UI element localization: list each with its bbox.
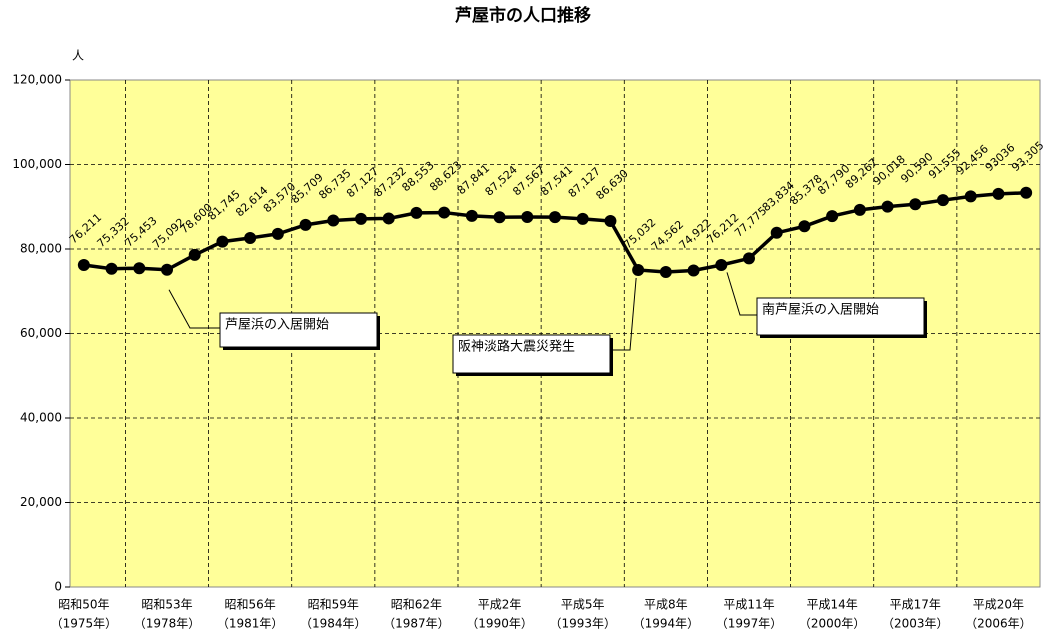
- marker: [632, 263, 645, 276]
- y-tick-label: 0: [54, 580, 62, 594]
- y-tick-label: 120,000: [12, 73, 62, 87]
- x-tick-sublabel: （1984年）: [300, 617, 367, 631]
- marker: [271, 227, 284, 240]
- x-tick-sublabel: （1981年）: [217, 617, 284, 631]
- x-tick-label: 昭和50年: [58, 598, 109, 612]
- marker: [576, 212, 589, 225]
- annotation-box: [219, 312, 378, 348]
- x-tick-label: 昭和59年: [308, 598, 359, 612]
- marker: [798, 220, 811, 233]
- annotation: 阪神淡路大震災発生: [458, 339, 575, 355]
- x-tick-sublabel: （1975年）: [51, 617, 118, 631]
- x-tick-sublabel: （2000年）: [799, 617, 866, 631]
- marker: [770, 226, 783, 239]
- marker: [964, 190, 977, 203]
- marker: [216, 235, 229, 248]
- marker: [493, 211, 506, 224]
- leader-line: [726, 272, 757, 316]
- x-tick-sublabel: （1997年）: [716, 617, 783, 631]
- x-tick-label: 昭和62年: [391, 598, 442, 612]
- x-tick-label: 平成5年: [561, 598, 605, 612]
- marker: [853, 203, 866, 216]
- marker: [687, 264, 700, 277]
- y-tick-label: 40,000: [20, 411, 62, 425]
- marker: [105, 262, 118, 275]
- x-tick-label: 平成8年: [644, 598, 688, 612]
- marker: [715, 259, 728, 272]
- x-tick-label: 平成20年: [973, 598, 1024, 612]
- marker: [604, 214, 617, 227]
- chart-title: 芦屋市の人口推移: [455, 5, 591, 26]
- marker: [659, 265, 672, 278]
- marker: [909, 198, 922, 211]
- x-tick-sublabel: （2003年）: [882, 617, 949, 631]
- marker: [355, 212, 367, 225]
- x-tick-label: 平成2年: [478, 598, 522, 612]
- marker: [77, 259, 90, 272]
- y-tick-label: 60,000: [20, 326, 62, 340]
- marker: [133, 262, 146, 275]
- marker: [743, 252, 755, 265]
- x-tick-label: 平成14年: [807, 598, 858, 612]
- annotation: 南芦屋浜の入居開始: [762, 302, 879, 318]
- leader-line: [168, 289, 220, 329]
- x-tick-label: 昭和53年: [141, 598, 192, 612]
- x-tick-sublabel: （2006年）: [965, 617, 1032, 631]
- y-tick-label: 80,000: [20, 242, 62, 256]
- x-tick-sublabel: （1993年）: [549, 617, 616, 631]
- marker: [826, 210, 839, 223]
- y-tick-label: 100,000: [12, 157, 62, 171]
- marker: [1020, 186, 1033, 199]
- marker: [188, 248, 201, 261]
- annotation-box: [452, 334, 611, 374]
- x-tick-label: 昭和56年: [225, 598, 276, 612]
- y-tick-label: 20,000: [20, 495, 62, 509]
- x-tick-sublabel: （1994年）: [633, 617, 700, 631]
- annotation: 芦屋浜の入居開始: [225, 318, 329, 333]
- marker: [327, 214, 340, 227]
- marker: [465, 209, 478, 222]
- x-tick-sublabel: （1978年）: [134, 617, 201, 631]
- x-tick-sublabel: （1987年）: [383, 617, 450, 631]
- marker: [549, 211, 561, 224]
- x-tick-label: 平成17年: [890, 598, 941, 612]
- marker: [410, 206, 423, 219]
- x-tick-label: 平成11年: [723, 598, 774, 612]
- marker: [521, 211, 534, 224]
- marker: [382, 212, 395, 225]
- marker: [244, 231, 257, 244]
- y-unit: 人: [72, 49, 84, 63]
- marker: [161, 263, 173, 276]
- leader-line: [610, 277, 637, 351]
- marker: [992, 187, 1005, 200]
- annotation-box: [756, 297, 925, 336]
- marker: [937, 194, 949, 207]
- x-tick-sublabel: （1990年）: [466, 617, 533, 631]
- marker: [299, 218, 312, 231]
- marker: [881, 200, 894, 213]
- marker: [438, 206, 451, 219]
